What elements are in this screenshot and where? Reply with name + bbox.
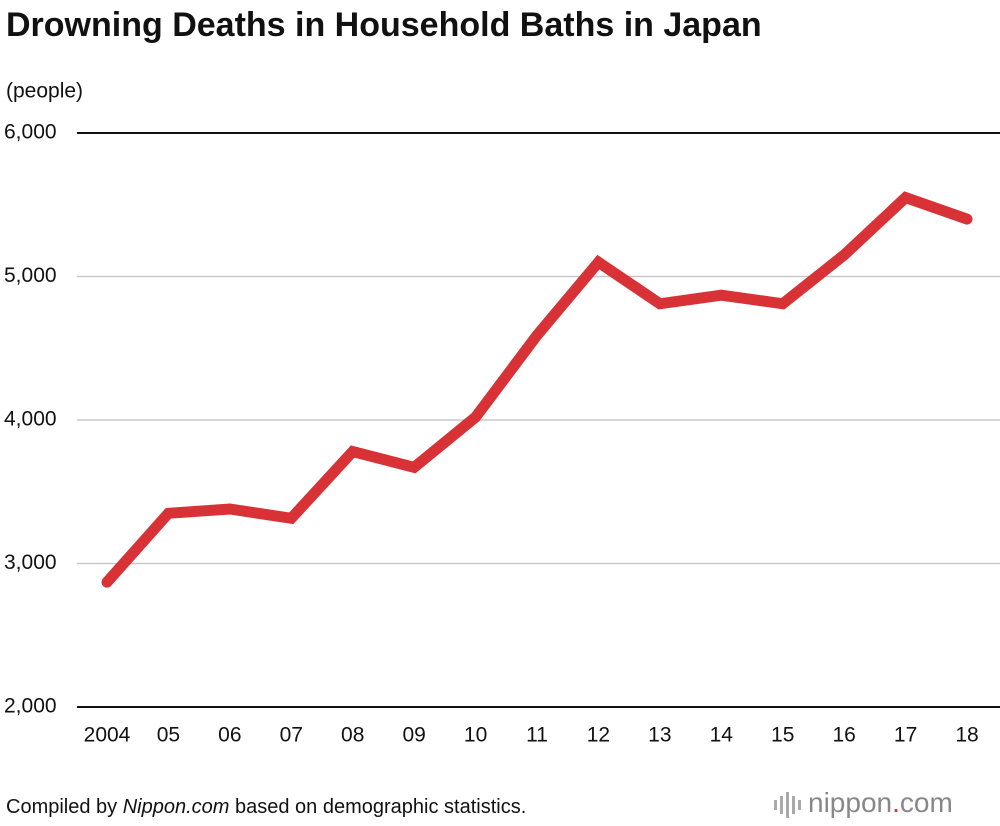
y-tick-label: 5,000 — [4, 264, 57, 287]
source-text: Nippon.com — [123, 796, 230, 818]
x-tick-label: 12 — [587, 724, 610, 747]
logo-text: nippon — [808, 787, 892, 818]
y-tick-label: 4,000 — [4, 408, 57, 431]
logo-text: . — [892, 787, 900, 818]
x-tick-label: 16 — [832, 724, 855, 747]
x-tick-label: 08 — [341, 724, 364, 747]
x-tick-label: 13 — [648, 724, 671, 747]
y-tick-label: 6,000 — [4, 121, 57, 144]
source-text: Compiled by — [6, 796, 123, 818]
logo-text: com — [900, 787, 953, 818]
source-note: Compiled by Nippon.com based on demograp… — [6, 796, 526, 818]
x-tick-label: 09 — [402, 724, 425, 747]
x-tick-label: 05 — [157, 724, 180, 747]
x-tick-label: 10 — [464, 724, 487, 747]
data-line — [101, 191, 973, 588]
y-tick-label: 3,000 — [4, 551, 57, 574]
x-tick-label: 14 — [710, 724, 734, 747]
x-tick-label: 17 — [894, 724, 917, 747]
source-text: based on demographic statistics. — [229, 796, 526, 818]
x-tick-label: 18 — [955, 724, 978, 747]
chart-title: Drowning Deaths in Household Baths in Ja… — [6, 6, 762, 44]
x-tick-label: 07 — [280, 724, 303, 747]
y-tick-label: 2,000 — [4, 695, 57, 718]
logo: nippon.com — [808, 787, 953, 818]
x-tick-label: 06 — [218, 724, 241, 747]
x-tick-label: 15 — [771, 724, 794, 747]
logo-icon — [774, 792, 801, 818]
x-tick-label: 2004 — [84, 724, 131, 747]
x-tick-label: 11 — [526, 724, 548, 747]
y-axis-label: (people) — [6, 80, 83, 103]
